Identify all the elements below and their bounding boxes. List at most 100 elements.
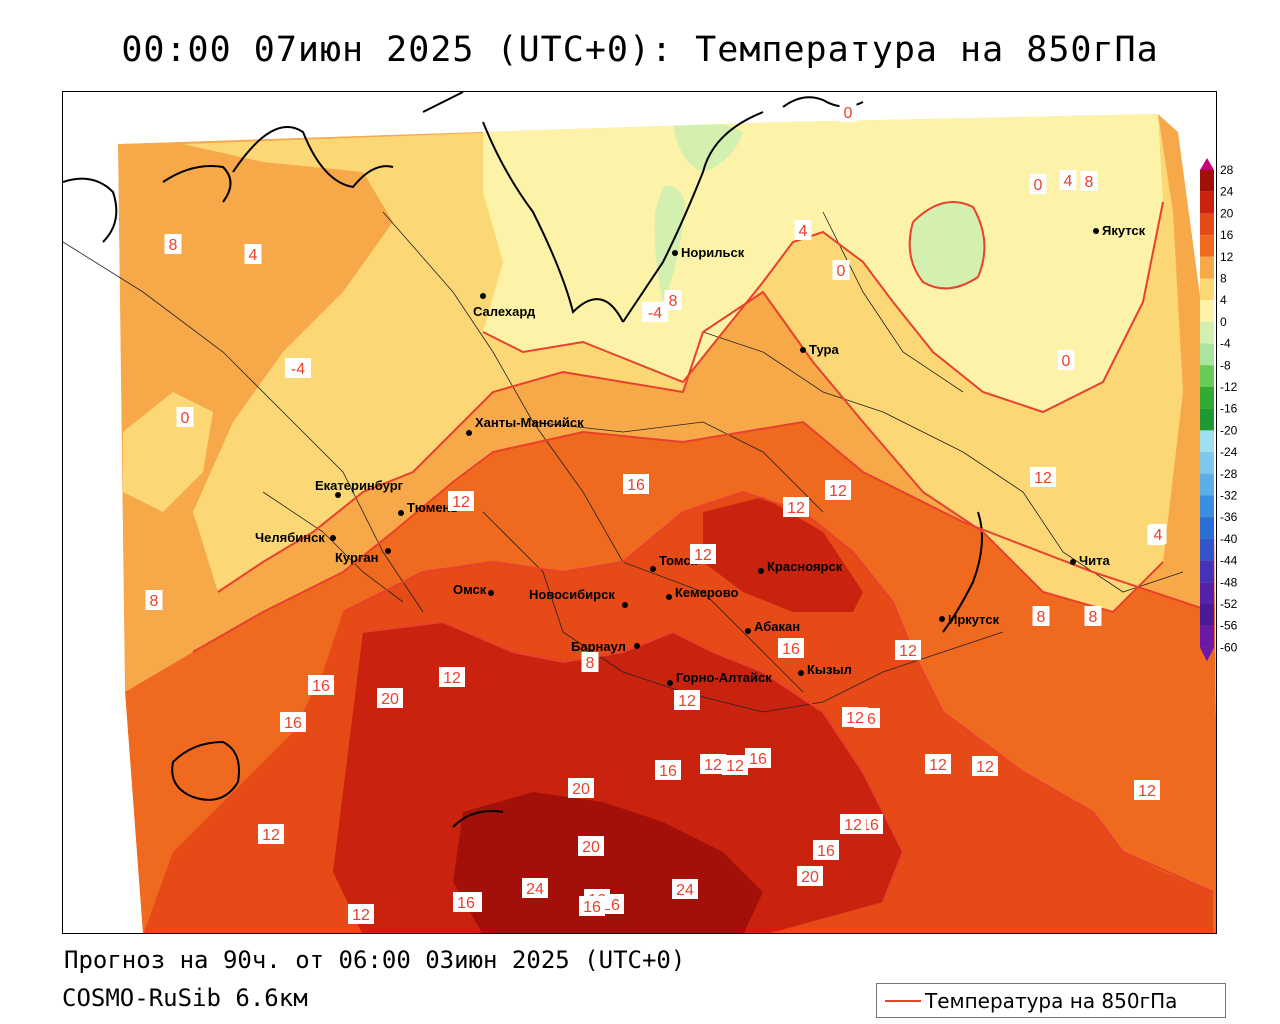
isotherm-label: 12 [690, 544, 716, 564]
outside-domain-top [63, 92, 1216, 144]
svg-text:Якутск: Якутск [1102, 223, 1146, 238]
city-abakan[interactable]: Абакан [745, 619, 800, 634]
svg-text:0: 0 [844, 105, 853, 122]
scale-arrow-top [1200, 158, 1214, 170]
field-0-4 [483, 114, 1163, 412]
city-tyumen[interactable]: Тюмень [398, 500, 458, 516]
isotherm-label: 12 [448, 491, 474, 511]
isotherm-label: 8 [1080, 171, 1098, 191]
svg-text:20: 20 [582, 839, 600, 856]
temperature-map: Норильск Якутск Салехард Тура Ханты-Манс… [63, 92, 1216, 933]
city-krasnoyarsk[interactable]: Красноярск [758, 559, 843, 574]
isotherm-labels: 048-40840084-404881212161212124128881612… [145, 102, 1215, 924]
scale-tick-label: -4 [1220, 337, 1231, 351]
isotherm-label: 12 [722, 755, 748, 775]
scale-swatch [1200, 235, 1214, 257]
svg-text:Чита: Чита [1079, 553, 1110, 568]
scale-tick-label: -32 [1220, 489, 1238, 503]
isotherm-label: 16 [579, 896, 605, 916]
isotherm-label: 4 [1059, 170, 1077, 190]
field-below-0-c [654, 186, 685, 302]
scale-swatch [1200, 625, 1214, 648]
city-irkutsk[interactable]: Иркутск [939, 612, 1000, 627]
scale-tick-label: -20 [1220, 423, 1238, 437]
svg-text:4: 4 [799, 223, 808, 240]
svg-text:Екатеринбург: Екатеринбург [315, 478, 404, 493]
svg-text:12: 12 [452, 494, 470, 511]
svg-text:-4: -4 [648, 305, 662, 322]
scale-tick-label: -8 [1220, 358, 1231, 372]
svg-text:12: 12 [352, 907, 370, 924]
scale-swatch [1200, 560, 1214, 583]
svg-text:Кызыл: Кызыл [807, 662, 852, 677]
svg-text:20: 20 [572, 781, 590, 798]
svg-text:20: 20 [801, 869, 819, 886]
city-tura[interactable]: Тура [800, 342, 839, 357]
city-khanty-mansiysk[interactable]: Ханты-Мансийск [466, 415, 584, 436]
scale-tick-label: -44 [1220, 554, 1238, 568]
svg-text:Абакан: Абакан [754, 619, 800, 634]
svg-text:12: 12 [1138, 783, 1156, 800]
svg-text:16: 16 [782, 641, 800, 658]
isotherm-label: 8 [164, 234, 182, 254]
isotherm-label: 12 [895, 640, 921, 660]
svg-text:Ханты-Мансийск: Ханты-Мансийск [475, 415, 584, 430]
city-kurgan[interactable]: Курган [335, 548, 391, 565]
svg-text:16: 16 [284, 715, 302, 732]
isotherm-label: 16 [745, 748, 771, 768]
isotherm-label: 0 [176, 407, 194, 427]
isotherm-label: 16 [778, 638, 804, 658]
svg-text:12: 12 [726, 758, 744, 775]
scale-swatch [1200, 517, 1214, 539]
svg-text:0: 0 [837, 263, 846, 280]
svg-text:12: 12 [704, 757, 722, 774]
isotherm-label: 16 [813, 840, 839, 860]
svg-text:Томск: Томск [659, 553, 698, 568]
scale-tick-label: -12 [1220, 380, 1238, 394]
svg-text:12: 12 [846, 710, 864, 727]
city-novosibirsk[interactable]: Новосибирск [529, 587, 628, 608]
isotherm-label: 16 [453, 892, 479, 912]
svg-text:Норильск: Норильск [681, 245, 745, 260]
city-tomsk[interactable]: Томск [650, 553, 698, 572]
isotherm-label: 8 [145, 590, 163, 610]
svg-text:Курган: Курган [335, 550, 378, 565]
scale-tick-label: -36 [1220, 510, 1238, 524]
city-gorno-altaysk[interactable]: Горно-Алтайск [667, 670, 772, 686]
svg-text:16: 16 [749, 751, 767, 768]
svg-text:12: 12 [787, 500, 805, 517]
city-norilsk[interactable]: Норильск [672, 245, 745, 260]
scale-swatch [1200, 387, 1214, 409]
city-kemerovo[interactable]: Кемерово [666, 585, 739, 600]
legend: Температура на 850гПа [876, 983, 1226, 1018]
scale-swatch [1200, 300, 1214, 322]
isotherm-label: 12 [840, 814, 866, 834]
city-yekaterinburg[interactable]: Екатеринбург [315, 478, 404, 498]
city-omsk[interactable]: Омск [453, 582, 494, 597]
isotherm-label: 12 [1030, 467, 1056, 487]
city-chelyabinsk[interactable]: Челябинск [255, 530, 336, 545]
city-salekhard[interactable]: Салехард [473, 293, 536, 319]
scale-swatch [1200, 604, 1214, 626]
isotherm-label: 4 [244, 244, 262, 264]
svg-text:16: 16 [659, 763, 677, 780]
svg-text:0: 0 [181, 410, 190, 427]
city-chita[interactable]: Чита [1070, 553, 1110, 568]
city-barnaul[interactable]: Барнаул [571, 639, 640, 654]
field-below-0-a [909, 202, 985, 289]
isotherm-label: 12 [1134, 780, 1160, 800]
cities: Норильск Якутск Салехард Тура Ханты-Манс… [255, 223, 1146, 686]
svg-text:16: 16 [817, 843, 835, 860]
isotherm-label: 4 [1149, 524, 1167, 544]
svg-text:12: 12 [678, 693, 696, 710]
svg-text:8: 8 [1037, 609, 1046, 626]
scale-swatch [1200, 430, 1214, 453]
svg-text:8: 8 [1085, 174, 1094, 191]
scale-swatch [1200, 191, 1214, 214]
isotherm-label: 16 [280, 712, 306, 732]
forecast-info: Прогноз на 90ч. от 06:00 03июн 2025 (UTC… [64, 946, 686, 974]
svg-text:8: 8 [169, 237, 178, 254]
city-yakutsk[interactable]: Якутск [1093, 223, 1146, 238]
city-kyzyl[interactable]: Кызыл [798, 662, 852, 677]
isotherm-label: 12 [825, 480, 851, 500]
